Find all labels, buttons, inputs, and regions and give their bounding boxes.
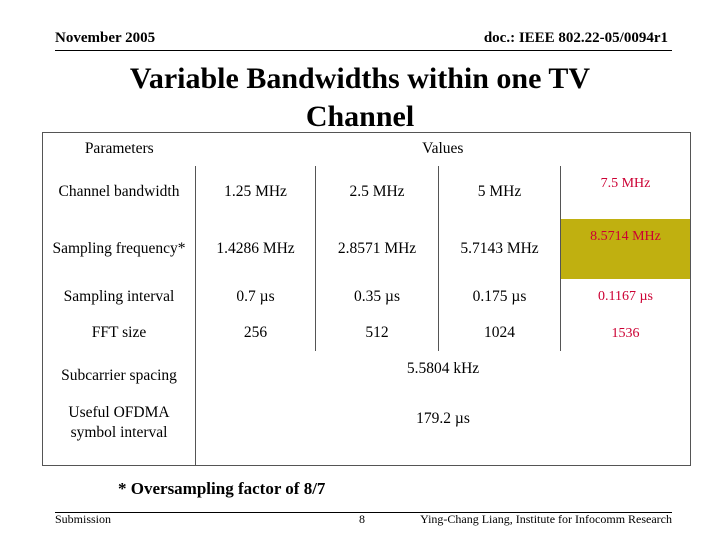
cell: 8.5714 MHz	[559, 218, 691, 279]
cell: Subcarrier spacing	[61, 366, 177, 384]
footer-left: Submission	[55, 512, 112, 526]
header-rule	[55, 50, 672, 51]
page-number: 8	[359, 512, 365, 526]
cell: 2.8571 MHz	[315, 218, 439, 279]
cell: 0.1167 µs	[559, 278, 691, 316]
cell: 1024	[438, 315, 561, 351]
cell: 179.2 µs	[194, 400, 691, 466]
footnote: * Oversampling factor of 8/7	[118, 479, 326, 498]
cell: 5 MHz	[438, 165, 561, 219]
cell: 2.5 MHz	[315, 165, 439, 219]
column-header: Values	[422, 140, 464, 158]
cell: Channel bandwidth	[58, 183, 180, 200]
header-date: November 2005	[55, 30, 156, 46]
cell: Sampling frequency*	[52, 239, 186, 257]
cell: 512	[315, 315, 439, 351]
cell: 0.7 µs	[195, 278, 316, 316]
column-header: Parameters	[84, 140, 154, 158]
header-doc: doc.: IEEE 802.22-05/0094r1	[483, 30, 668, 46]
slide-title: Variable Bandwidths within one TV Channe…	[129, 62, 591, 133]
cell: Sampling interval	[63, 288, 175, 305]
cell: 1536	[559, 315, 691, 351]
footer-author: Ying-Chang Liang, Institute for Infocomm…	[420, 512, 672, 526]
cell: 1.4286 MHz	[195, 218, 316, 279]
cell: 5.7143 MHz	[438, 218, 561, 279]
cell: 1.25 MHz	[195, 165, 316, 219]
cell: FFT size	[91, 324, 147, 341]
cell: 256	[195, 315, 316, 351]
cell: Useful OFDMA symbol interval	[68, 403, 170, 441]
parameter-table: Parameters Values Channel bandwidth 1.25 …	[42, 132, 692, 466]
cell: 0.35 µs	[315, 278, 439, 316]
cell: 7.5 MHz	[559, 165, 691, 219]
cell: 5.5804 kHz	[194, 350, 691, 401]
footer-rule	[55, 512, 672, 513]
cell: 0.175 µs	[438, 278, 561, 316]
